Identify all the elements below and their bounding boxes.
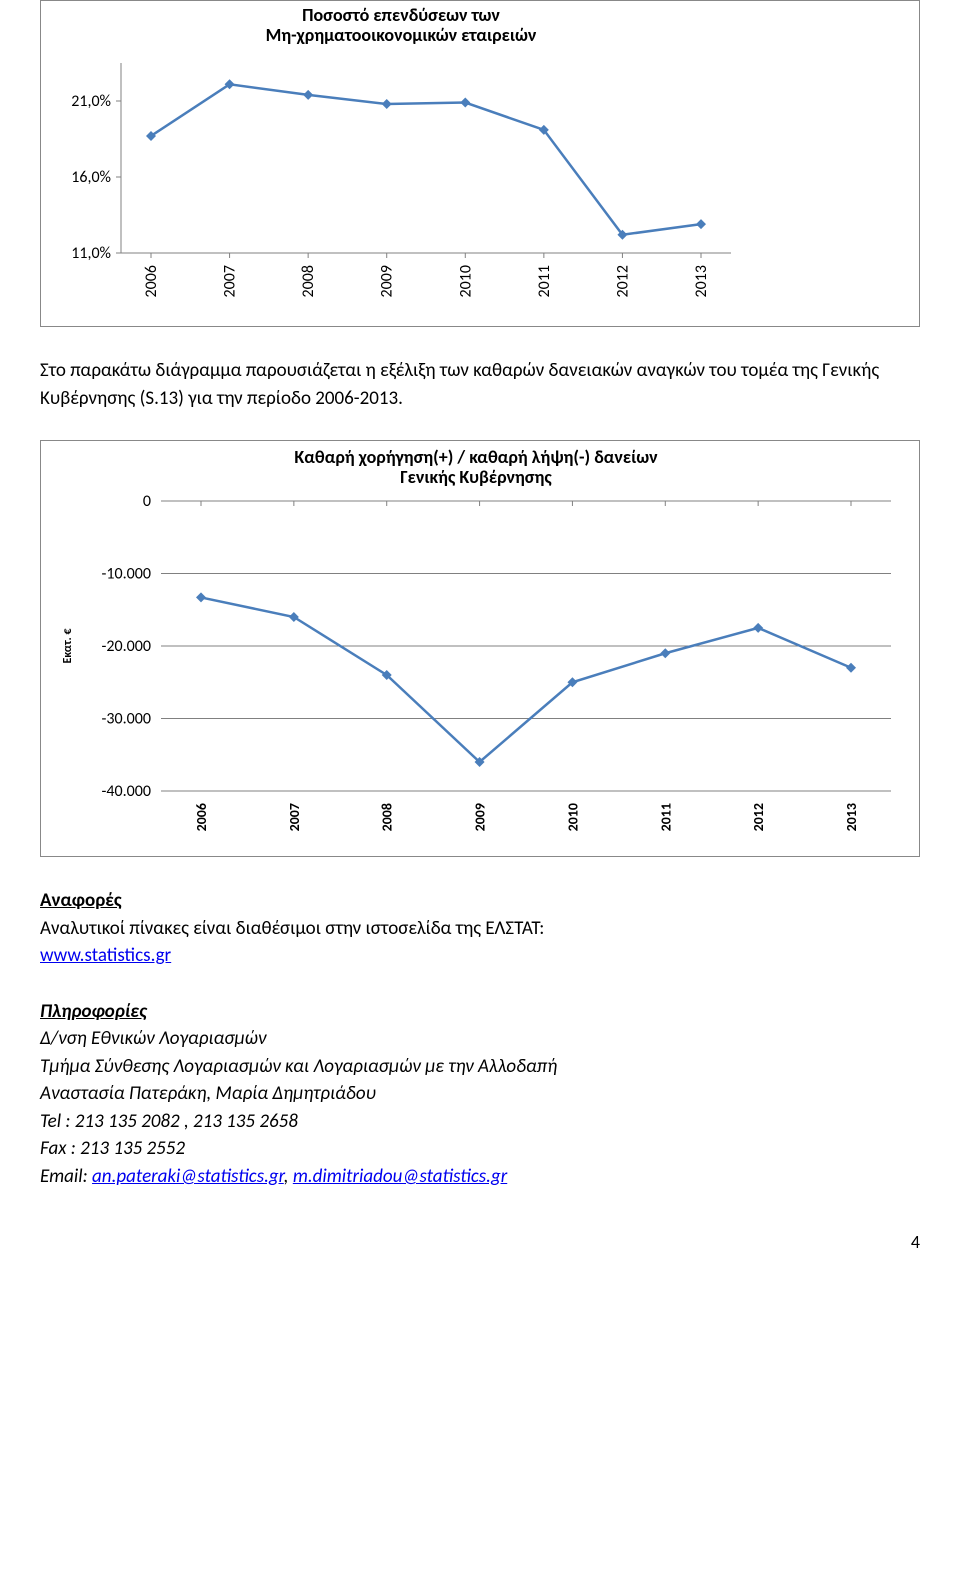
- svg-text:2012: 2012: [750, 803, 767, 831]
- svg-text:2008: 2008: [379, 803, 396, 831]
- net-lending-chart: Καθαρή χορήγηση(+) / καθαρή λήψη(-) δανε…: [40, 440, 920, 857]
- svg-text:21,0%: 21,0%: [71, 92, 111, 111]
- info-fax: Fax : 213 135 2552: [40, 1135, 920, 1163]
- svg-text:Γενικής Κυβέρνησης: Γενικής Κυβέρνησης: [400, 466, 552, 488]
- svg-text:2007: 2007: [221, 265, 240, 297]
- email-1[interactable]: an.pateraki@statistics.gr: [92, 1165, 284, 1188]
- svg-text:2011: 2011: [657, 803, 674, 831]
- svg-text:2006: 2006: [193, 803, 210, 831]
- svg-text:-10.000: -10.000: [102, 565, 151, 584]
- svg-text:2012: 2012: [613, 265, 632, 297]
- info-tel: Tel : 213 135 2082 , 213 135 2658: [40, 1108, 920, 1136]
- info-block: Πληροφορίες Δ/νση Εθνικών Λογαριασμών Τμ…: [40, 998, 920, 1191]
- body-paragraph-loans: Στο παρακάτω διάγραμμα παρουσιάζεται η ε…: [40, 357, 920, 412]
- svg-text:2013: 2013: [692, 265, 711, 297]
- svg-text:11,0%: 11,0%: [71, 244, 111, 263]
- svg-text:2013: 2013: [843, 803, 860, 831]
- email-sep: ,: [284, 1165, 293, 1188]
- svg-text:Ποσοστό επενδύσεων των: Ποσοστό επενδύσεων των: [302, 4, 500, 26]
- svg-text:Μη-χρηματοοικονομικών εταιρειώ: Μη-χρηματοοικονομικών εταιρειών: [266, 24, 537, 46]
- page-number: 4: [40, 1231, 920, 1253]
- svg-text:0: 0: [143, 492, 151, 511]
- email-2[interactable]: m.dimitriadou@statistics.gr: [293, 1165, 507, 1188]
- svg-text:-30.000: -30.000: [102, 710, 151, 729]
- info-email-line: Email: an.pateraki@statistics.gr, m.dimi…: [40, 1163, 920, 1191]
- info-line1: Δ/νση Εθνικών Λογαριασμών: [40, 1025, 920, 1053]
- statistics-link[interactable]: www.statistics.gr: [40, 944, 171, 967]
- svg-text:2009: 2009: [472, 803, 489, 831]
- svg-text:Εκατ. €: Εκατ. €: [61, 628, 75, 664]
- svg-text:2010: 2010: [456, 265, 475, 297]
- svg-text:-20.000: -20.000: [102, 637, 151, 656]
- svg-text:2006: 2006: [142, 265, 161, 297]
- svg-text:2011: 2011: [535, 265, 554, 297]
- info-line3: Αναστασία Πατεράκη, Μαρία Δημητριάδου: [40, 1080, 920, 1108]
- references-block: Αναφορές Αναλυτικοί πίνακες είναι διαθέσ…: [40, 887, 920, 970]
- svg-text:Καθαρή χορήγηση(+) / καθαρή λή: Καθαρή χορήγηση(+) / καθαρή λήψη(-) δανε…: [294, 446, 658, 468]
- svg-text:16,0%: 16,0%: [71, 168, 111, 187]
- svg-text:2007: 2007: [286, 803, 303, 831]
- email-prefix: Email:: [40, 1165, 92, 1188]
- info-line2: Τμήμα Σύνθεσης Λογαριασμών και Λογαριασμ…: [40, 1053, 920, 1081]
- svg-text:2009: 2009: [378, 265, 397, 297]
- investment-ratio-chart: Ποσοστό επενδύσεων τωνΜη-χρηματοοικονομι…: [40, 0, 920, 327]
- svg-text:-40.000: -40.000: [102, 782, 151, 801]
- svg-text:2008: 2008: [299, 265, 318, 297]
- svg-text:2010: 2010: [564, 803, 581, 831]
- info-head: Πληροφορίες: [40, 998, 920, 1026]
- references-head: Αναφορές: [40, 887, 920, 915]
- references-line1: Αναλυτικοί πίνακες είναι διαθέσιμοι στην…: [40, 915, 920, 943]
